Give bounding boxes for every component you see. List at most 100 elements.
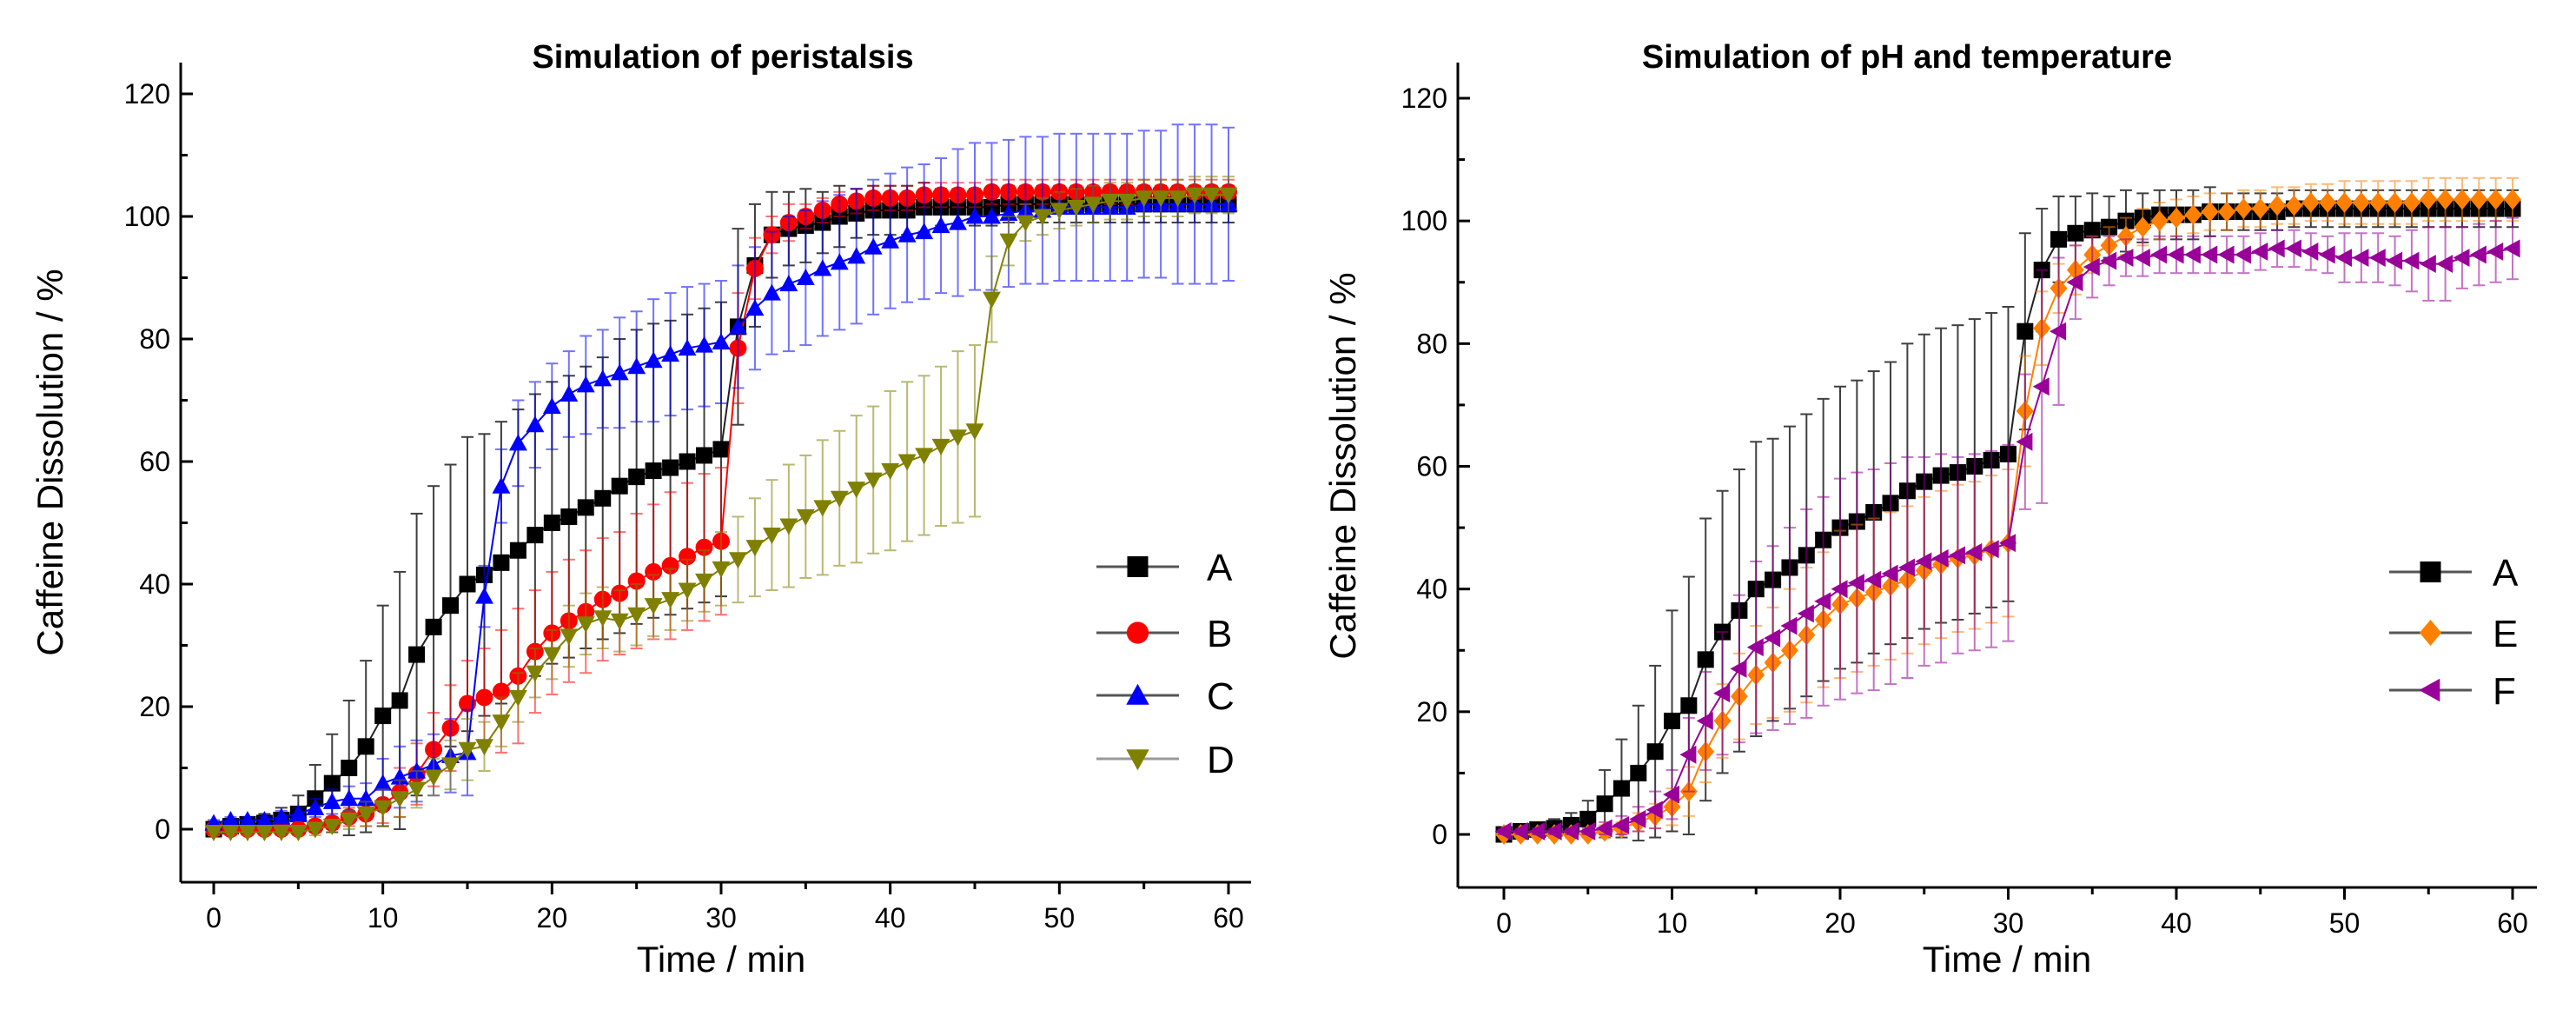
marker-triangle-up <box>306 798 325 815</box>
legend-label: F <box>2493 670 2516 713</box>
marker-triangle-down <box>1135 190 1154 208</box>
marker-triangle-down <box>204 824 223 841</box>
marker-diamond <box>2268 195 2287 216</box>
marker-square <box>391 692 408 709</box>
marker-diamond <box>2487 189 2505 210</box>
marker-triangle-up <box>644 351 663 369</box>
marker-triangle-up <box>475 587 493 604</box>
marker-triangle-down <box>1067 199 1086 216</box>
marker-triangle-down <box>897 454 917 471</box>
y-tick-label: 100 <box>124 201 170 232</box>
marker-triangle-down <box>492 714 511 732</box>
marker-square <box>696 447 713 464</box>
marker-circle <box>661 556 679 575</box>
marker-triangle-down <box>949 429 967 447</box>
marker-triangle-down <box>931 438 950 455</box>
marker-square <box>425 618 442 635</box>
legend-item-B: B <box>1096 613 1232 655</box>
chart-ph-temperature: Simulation of pH and temperature Caffein… <box>1322 39 2537 980</box>
legend-label: C <box>1207 675 1235 718</box>
marker-diamond <box>2504 189 2521 210</box>
marker-square <box>1664 712 1680 729</box>
marker-triangle-left <box>1897 558 1915 577</box>
x-tick-label: 30 <box>1993 907 2024 939</box>
marker-triangle-left <box>2352 249 2369 267</box>
marker-triangle-left <box>2150 245 2168 264</box>
marker-diamond <box>2436 189 2454 210</box>
marker-triangle-left <box>1746 638 1764 657</box>
marker-triangle-up <box>627 357 646 375</box>
marker-triangle-down <box>796 508 815 526</box>
marker-triangle-left <box>1814 592 1831 611</box>
marker-triangle-up <box>610 363 629 381</box>
marker-triangle-left <box>1528 822 1546 841</box>
marker-triangle-down <box>1033 209 1052 226</box>
y-tick-label: 0 <box>155 814 170 845</box>
marker-triangle-left <box>2217 245 2235 264</box>
marker-triangle-down <box>526 665 545 682</box>
marker-triangle-left <box>2032 377 2050 396</box>
y-tick-label: 80 <box>139 323 170 355</box>
marker-triangle-left <box>2183 245 2201 264</box>
marker-triangle-left <box>2419 255 2436 274</box>
x-tick-label: 60 <box>2497 907 2528 939</box>
marker-triangle-down <box>390 791 409 808</box>
marker-triangle-left <box>1949 546 1965 565</box>
legend-item-A: A <box>1096 547 1233 589</box>
marker-triangle-down <box>745 540 765 557</box>
marker-triangle-down <box>847 482 866 499</box>
marker-triangle-left <box>2016 432 2033 451</box>
marker-square <box>645 462 662 480</box>
legend-item-A: A <box>2389 552 2519 595</box>
marker-diamond <box>2335 192 2354 213</box>
legend-label: A <box>1207 547 1233 589</box>
marker-triangle-down <box>1185 187 1204 204</box>
marker-triangle-left <box>1915 552 1932 571</box>
marker-diamond <box>2420 189 2438 210</box>
marker-triangle-down <box>322 818 341 835</box>
marker-triangle-up <box>238 810 257 827</box>
marker-square <box>712 441 730 458</box>
marker-triangle-left <box>2167 245 2184 264</box>
marker-square <box>357 738 374 755</box>
marker-circle <box>645 562 663 581</box>
marker-triangle-down <box>593 610 613 628</box>
chart-peristalsis: Simulation of peristalsis Caffeine Disso… <box>30 39 1251 980</box>
marker-square <box>323 774 341 792</box>
marker-triangle-up <box>762 283 781 301</box>
marker-triangle-down <box>340 812 359 829</box>
marker-triangle-down <box>661 592 680 609</box>
marker-triangle-up <box>593 369 613 387</box>
legend-label: E <box>2493 613 2518 655</box>
marker-triangle-left <box>1494 822 1512 841</box>
marker-square <box>408 646 426 663</box>
marker-triangle-left <box>1561 822 1579 841</box>
legend-item-F: F <box>2389 670 2516 713</box>
marker-circle <box>492 682 510 701</box>
marker-triangle-up <box>847 247 866 264</box>
marker-triangle-left <box>1646 801 1663 820</box>
marker-triangle-left <box>1831 580 1848 599</box>
marker-triangle-down <box>1219 187 1238 204</box>
marker-square <box>1646 743 1664 761</box>
chart-title: Simulation of peristalsis <box>532 39 913 76</box>
x-tick-label: 20 <box>1824 907 1856 939</box>
x-tick-label: 50 <box>2329 907 2361 939</box>
marker-diamond <box>2319 192 2337 213</box>
marker-triangle-down <box>576 616 595 634</box>
marker-triangle-left <box>2301 243 2319 261</box>
marker-triangle-up <box>779 275 798 292</box>
marker-triangle-left <box>1696 711 1713 730</box>
marker-triangle-up <box>661 345 680 362</box>
marker-triangle-left <box>2133 249 2150 267</box>
marker-square <box>543 515 560 531</box>
marker-triangle-left <box>2116 249 2134 267</box>
x-tick-label: 20 <box>537 902 568 934</box>
marker-triangle-left <box>1982 540 1999 559</box>
marker-triangle-down <box>1083 196 1103 214</box>
marker-square <box>442 597 460 615</box>
marker-triangle-left <box>1679 745 1697 764</box>
marker-triangle-up <box>526 415 545 433</box>
y-tick-label: 120 <box>124 78 170 110</box>
